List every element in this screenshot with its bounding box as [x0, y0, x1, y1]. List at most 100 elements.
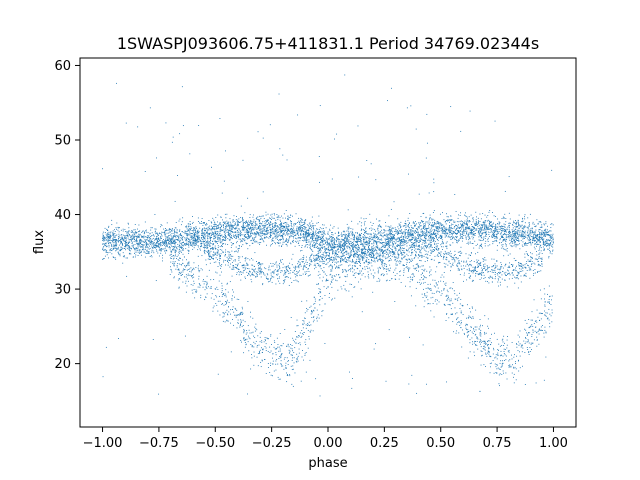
- data-point: [126, 241, 128, 243]
- data-point: [300, 250, 301, 252]
- data-point: [328, 254, 330, 256]
- data-point: [364, 232, 366, 233]
- data-point: [461, 223, 463, 225]
- data-point: [206, 241, 208, 243]
- data-point: [128, 231, 129, 233]
- data-point: [392, 237, 393, 239]
- data-point: [408, 227, 410, 229]
- data-point: [153, 247, 155, 249]
- data-point: [319, 244, 321, 246]
- data-point: [344, 252, 346, 254]
- data-point: [216, 234, 218, 236]
- data-point: [206, 247, 208, 249]
- data-point: [441, 227, 443, 229]
- data-point: [102, 235, 104, 237]
- data-point: [102, 258, 104, 260]
- data-point: [210, 229, 212, 231]
- data-point: [459, 226, 461, 228]
- data-point: [193, 243, 195, 245]
- data-point: [217, 237, 219, 239]
- data-point: [487, 231, 489, 233]
- data-point: [396, 230, 398, 232]
- data-point: [262, 238, 264, 240]
- data-point: [250, 240, 252, 242]
- data-point: [377, 227, 379, 229]
- data-point: [444, 236, 446, 238]
- data-point: [397, 234, 398, 236]
- data-point: [474, 222, 476, 224]
- data-point: [125, 249, 126, 251]
- data-point: [313, 234, 315, 236]
- data-point: [399, 230, 400, 232]
- data-point: [392, 243, 394, 245]
- data-point: [428, 236, 429, 237]
- data-point: [504, 233, 506, 235]
- data-point: [137, 236, 139, 238]
- data-point: [125, 237, 127, 239]
- data-point: [451, 238, 453, 240]
- data-point: [267, 224, 268, 225]
- data-point: [220, 230, 222, 232]
- data-point: [158, 246, 159, 248]
- data-point: [259, 228, 261, 230]
- data-point: [502, 236, 504, 238]
- data-point: [373, 241, 375, 243]
- data-point: [476, 223, 477, 225]
- data-point: [503, 228, 505, 230]
- data-point: [117, 226, 119, 228]
- data-point: [425, 234, 427, 236]
- data-point: [221, 239, 223, 240]
- data-point: [434, 235, 436, 237]
- data-point: [136, 235, 138, 237]
- data-point: [513, 240, 515, 242]
- data-point: [496, 228, 498, 230]
- data-point: [456, 224, 458, 226]
- data-point: [515, 224, 517, 226]
- data-point: [231, 236, 232, 238]
- data-point: [377, 247, 379, 249]
- data-point: [187, 242, 189, 244]
- data-point: [327, 255, 329, 257]
- data-point: [397, 232, 399, 234]
- data-point: [258, 219, 260, 221]
- data-point: [173, 235, 175, 237]
- data-point: [411, 227, 412, 229]
- data-point: [415, 242, 417, 244]
- data-point: [407, 234, 409, 236]
- data-point: [260, 216, 262, 218]
- data-point: [237, 248, 239, 250]
- data-point: [297, 231, 299, 233]
- data-point: [305, 232, 307, 234]
- data-point: [246, 232, 248, 234]
- data-point: [379, 235, 381, 236]
- data-point: [333, 226, 335, 228]
- data-point: [232, 243, 234, 245]
- data-point: [202, 236, 204, 238]
- data-point: [513, 233, 515, 235]
- data-point: [286, 226, 288, 228]
- data-point: [499, 222, 501, 224]
- data-point: [225, 217, 227, 219]
- data-point: [534, 248, 536, 250]
- data-point: [491, 225, 493, 227]
- data-point: [300, 225, 302, 227]
- data-point: [374, 229, 376, 231]
- data-point: [416, 223, 417, 225]
- data-point: [127, 231, 129, 233]
- data-point: [193, 241, 195, 243]
- data-point: [290, 232, 291, 234]
- data-point: [318, 253, 320, 255]
- data-point: [495, 216, 496, 217]
- data-point: [256, 240, 258, 242]
- data-point: [141, 237, 143, 239]
- data-point: [204, 235, 206, 237]
- data-point: [262, 233, 264, 235]
- data-point: [290, 231, 292, 233]
- data-point: [137, 235, 139, 237]
- data-point: [258, 226, 260, 228]
- data-point: [349, 231, 351, 233]
- data-point: [277, 226, 279, 228]
- data-point: [421, 234, 423, 236]
- data-point: [301, 239, 303, 241]
- data-point: [180, 224, 182, 226]
